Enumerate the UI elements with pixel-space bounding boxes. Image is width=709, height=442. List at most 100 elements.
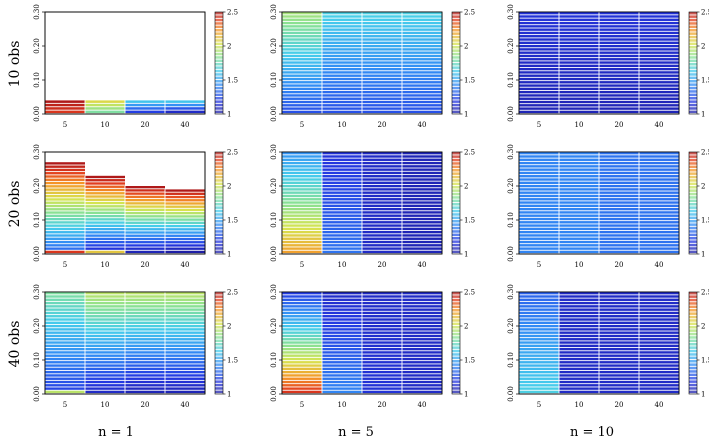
heat-cell: [125, 298, 165, 301]
colorbar-swatch: [215, 90, 223, 93]
heat-cell: [639, 390, 679, 394]
heat-cell: [45, 338, 85, 341]
heat-bar-5: [519, 12, 559, 114]
heat-cell: [125, 351, 165, 354]
heat-cell: [599, 152, 639, 155]
heat-cell: [322, 44, 362, 48]
heat-cell: [282, 328, 322, 331]
heat-cell: [45, 384, 85, 387]
heat-cell: [402, 384, 442, 387]
colorbar-swatch: [452, 107, 460, 110]
colorbar-tick-label: 2.5: [701, 149, 709, 157]
heat-cell: [362, 107, 402, 110]
heat-cell: [282, 41, 322, 45]
heat-cell: [85, 182, 125, 185]
heat-cell: [362, 305, 402, 308]
colorbar-swatch: [215, 199, 223, 203]
heat-cell: [165, 311, 205, 315]
colorbar-swatch: [689, 83, 697, 86]
heat-cell: [282, 107, 322, 110]
colorbar-swatch: [215, 339, 223, 343]
heat-cell: [322, 18, 362, 21]
heat-cell: [125, 361, 165, 364]
heat-cell: [402, 321, 442, 325]
colorbar-swatch: [689, 155, 697, 158]
heat-cell: [639, 181, 679, 185]
heat-cell: [322, 165, 362, 168]
heat-cell: [559, 370, 599, 374]
y-tick-label: 0.00: [33, 386, 41, 402]
colorbar-swatch: [452, 243, 460, 247]
colorbar-swatch: [689, 66, 697, 69]
heat-cell: [362, 324, 402, 328]
heat-cell: [282, 344, 322, 348]
colorbar-frame: [688, 151, 698, 255]
heat-cell: [125, 110, 165, 114]
heat-cell: [165, 341, 205, 344]
colorbar-swatch: [452, 250, 460, 254]
colorbar-swatch: [452, 387, 460, 390]
heat-cell: [45, 341, 85, 344]
colorbar-tick-label: 1.5: [701, 357, 709, 365]
heat-cell: [559, 152, 599, 155]
heat-cell: [559, 292, 599, 295]
heat-cell: [165, 308, 205, 311]
heat-cell: [85, 227, 125, 231]
heat-cell: [45, 308, 85, 311]
heat-cell: [45, 321, 85, 325]
colorbar-swatch: [215, 107, 223, 110]
colorbar-swatch: [215, 322, 223, 326]
colorbar-swatch: [215, 326, 223, 329]
colorbar-swatch: [689, 220, 697, 223]
heat-cell: [402, 158, 442, 161]
heat-cell: [125, 103, 165, 107]
heat-cell: [519, 201, 559, 204]
y-tick-label: 0.30: [270, 284, 278, 300]
heat-cell: [282, 74, 322, 77]
heat-cell: [322, 51, 362, 54]
heat-cell: [322, 357, 362, 361]
colorbar-swatch: [689, 326, 697, 329]
y-tick-label: 0.30: [33, 144, 41, 160]
colorbar-swatch: [215, 390, 223, 394]
heat-cell: [599, 51, 639, 54]
heat-cell: [402, 61, 442, 64]
heat-cell: [165, 215, 205, 218]
colorbar-swatch: [215, 346, 223, 349]
heat-cell: [322, 390, 362, 394]
colorbar-tick-label: 1.5: [227, 77, 238, 85]
heat-cell: [559, 315, 599, 318]
colorbar-swatch: [452, 329, 460, 332]
heat-cell: [45, 162, 85, 165]
heat-cell: [402, 175, 442, 178]
heat-cell: [402, 344, 442, 348]
colorbar-swatch: [215, 103, 223, 107]
heat-bar-20: [125, 186, 165, 254]
heat-cell: [519, 15, 559, 18]
colorbar-tick-label: 1: [464, 251, 468, 259]
heat-cell: [165, 344, 205, 348]
colorbar-swatch: [452, 179, 460, 182]
colorbar-swatch: [689, 383, 697, 387]
colorbar-swatch: [452, 18, 460, 22]
heat-cell: [559, 87, 599, 91]
colorbar-tick-label: 2: [701, 323, 705, 331]
heat-cell: [639, 214, 679, 217]
heat-cell: [639, 171, 679, 175]
colorbar-swatch: [215, 42, 223, 46]
y-tick-label: 0.00: [507, 246, 515, 262]
heat-cell: [402, 107, 442, 110]
heat-cell: [282, 100, 322, 104]
y-tick-label: 0.20: [33, 318, 41, 334]
heat-cell: [519, 250, 559, 254]
heat-cell: [599, 311, 639, 315]
heat-cell: [519, 41, 559, 45]
heat-cell: [362, 250, 402, 254]
heat-bar-10: [85, 292, 125, 394]
heat-cell: [282, 152, 322, 155]
y-tick-label: 0.00: [33, 246, 41, 262]
heat-bar-10: [85, 100, 125, 114]
heat-cell: [599, 191, 639, 194]
panel-border: [518, 151, 680, 255]
heat-cell: [519, 370, 559, 374]
